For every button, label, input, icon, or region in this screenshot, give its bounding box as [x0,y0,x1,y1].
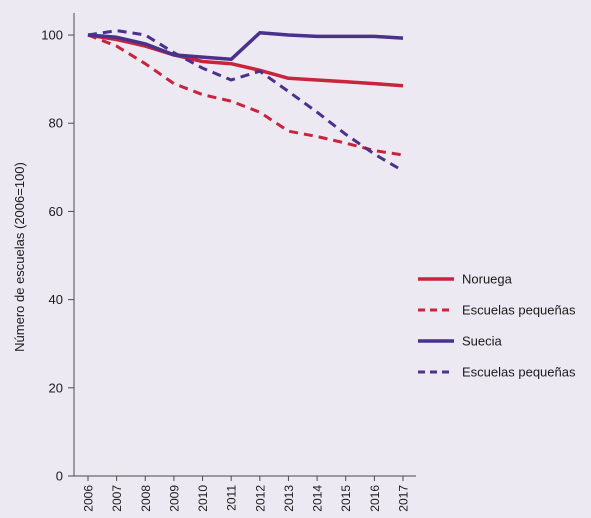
y-tick-label: 80 [49,116,63,131]
legend-label-1: Noruega [462,272,513,287]
series-line-1 [87,33,404,88]
x-tick-label: 2013 [282,485,296,512]
y-tick-label: 0 [56,469,63,484]
y-axis-label: Número de escuelas (2006=100) [12,162,27,352]
y-tick-label: 40 [49,292,63,307]
x-tick-label: 2016 [368,485,382,512]
x-axis-ticks: 2006 2007 2008 2009 2010 2011 2012 2013 2014 2015… [82,476,411,512]
x-tick-label: 2015 [339,485,353,512]
legend-label-4: Escuelas pequeñas [462,365,576,380]
y-tick-label: 60 [49,204,63,219]
y-tick-label: 20 [49,380,63,395]
series-line-2 [87,33,404,157]
series-lines [87,29,404,173]
legend-label-2: Escuelas pequeñas [462,303,576,318]
x-tick-label: 2008 [139,485,153,512]
legend-label-3: Suecia [462,334,503,349]
series-line-3 [87,31,404,62]
x-tick-label: 2014 [311,485,325,512]
x-tick-label: 2011 [225,485,239,511]
x-tick-label: 2006 [82,485,96,512]
x-tick-label: 2009 [167,485,181,512]
axes [73,13,416,477]
x-tick-label: 2012 [253,485,267,512]
y-tick-label: 100 [41,28,63,43]
legend: Noruega Escuelas pequeñas Suecia Escuelas p… [418,272,576,380]
x-tick-label: 2017 [397,485,411,512]
series-line-4 [87,29,404,173]
y-axis-ticks: 0 20 40 60 80 100 [41,28,74,484]
x-tick-label: 2010 [196,485,210,512]
x-tick-label: 2007 [110,485,124,512]
